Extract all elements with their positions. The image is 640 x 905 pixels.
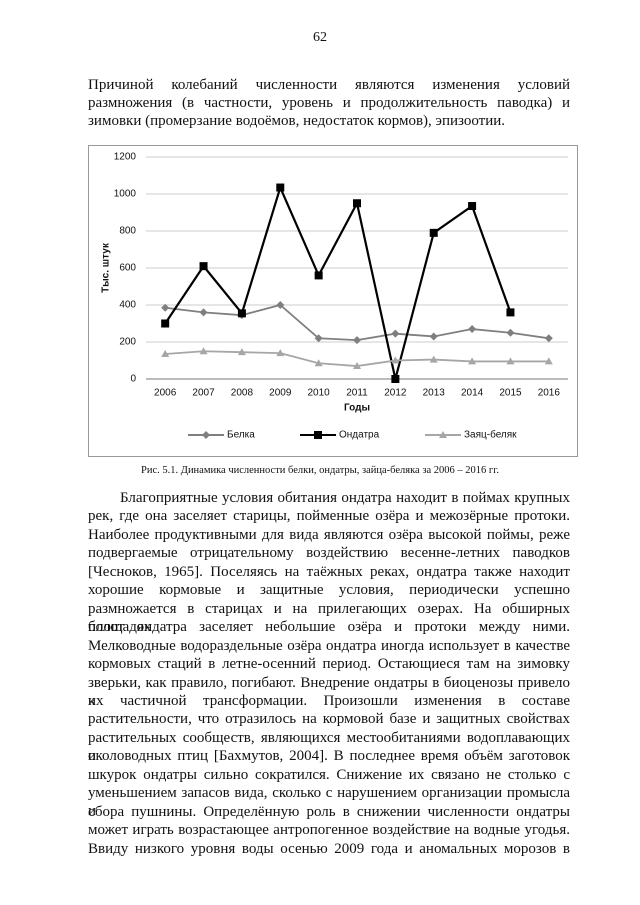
text-line: зимовки (промерзание водоёмов, недостато… <box>88 113 506 130</box>
chart: Тыс. штук Годы 0 200 400 600 800 1000 1200 2006… <box>88 145 578 457</box>
marker <box>199 308 208 317</box>
text-line: Благоприятные условия обитания ондатра н… <box>120 490 570 506</box>
text-line: размножения (в частности, уровень и прод… <box>88 95 570 112</box>
marker <box>506 308 515 317</box>
marker <box>429 332 438 341</box>
text-line: растительности, что отразилось на кормов… <box>88 711 570 728</box>
marker <box>314 431 322 439</box>
text-line: хорошие кормовые и защитные условия, пер… <box>88 582 570 599</box>
x-tick-label: 2014 <box>461 388 484 399</box>
marker <box>544 334 553 343</box>
marker <box>506 357 515 365</box>
y-tick-label: 1200 <box>114 152 137 163</box>
figure-caption: Рис. 5.1. Динамика численности белки, он… <box>141 465 499 476</box>
series-line <box>164 184 512 380</box>
marker <box>276 301 285 309</box>
marker <box>391 375 400 383</box>
marker <box>161 350 170 358</box>
marker <box>314 359 323 367</box>
x-tick-label: 2008 <box>231 388 254 399</box>
series-line <box>165 304 549 342</box>
text-line: шкурок ондатры сильно сократился. Снижен… <box>88 766 570 783</box>
marker <box>202 431 210 439</box>
marker <box>314 334 323 343</box>
text-line: рек, где она заселяет старицы, пойменные… <box>88 508 570 525</box>
marker <box>161 319 170 328</box>
marker <box>468 357 477 365</box>
marker <box>276 183 285 192</box>
text-line: кормовых стаций в летне-осенний период. … <box>88 656 570 673</box>
marker <box>237 348 246 356</box>
text-line: растительных сообществ, являющихся место… <box>88 729 570 764</box>
marker <box>353 199 361 208</box>
marker <box>439 431 447 438</box>
x-tick-label: 2007 <box>192 388 215 399</box>
marker <box>429 355 438 363</box>
marker <box>161 303 170 312</box>
y-tick-label: 400 <box>119 300 136 311</box>
x-tick-label: 2016 <box>538 388 561 399</box>
text-line: подвергаемые отрицательному воздействию … <box>88 545 570 562</box>
text-line: Мелководные водораздельные озёра ондатра… <box>88 637 570 654</box>
marker <box>468 325 477 334</box>
y-axis-title: Тыс. штук <box>101 242 112 293</box>
legend-label: Белка <box>227 430 255 441</box>
marker <box>237 309 246 318</box>
marker <box>353 336 361 345</box>
text-line: Наиболее продуктивными для вида являются… <box>88 526 570 543</box>
text-line: околоводных птиц [Бахмутов, 2004]. В пос… <box>88 748 570 765</box>
text-line: Ввиду низкого уровня воды осенью 2009 го… <box>88 840 570 857</box>
text-line: может играть возрастающее антропогенное … <box>88 822 570 839</box>
y-tick-label: 200 <box>119 337 136 348</box>
marker <box>544 357 553 365</box>
text-line: болот ондатра заселяет небольшие озёра и… <box>88 619 570 636</box>
chart-frame <box>88 145 578 457</box>
marker <box>353 362 361 370</box>
text-line: сбора пушнины. Определённую роль в сниже… <box>88 803 570 820</box>
text-line: уменьшением запасов вида, сколько с нару… <box>88 785 570 820</box>
marker <box>391 356 400 364</box>
y-tick-label: 800 <box>119 226 136 237</box>
text-line: [Чесноков, 1965]. Поселяясь на таёжных р… <box>88 563 570 580</box>
legend-label: Ондатра <box>339 430 380 441</box>
x-tick-label: 2011 <box>346 388 368 399</box>
marker <box>276 349 285 357</box>
marker <box>199 262 208 271</box>
marker <box>314 271 323 280</box>
y-tick-label: 0 <box>130 374 136 385</box>
legend-label: Заяц-беляк <box>464 429 517 441</box>
marker <box>429 228 438 237</box>
text-line: их частичной трансформации. Произошли из… <box>88 692 570 709</box>
text-line: Причиной колебаний численности являются … <box>88 77 570 93</box>
x-tick-label: 2012 <box>384 388 407 399</box>
x-tick-label: 2009 <box>269 388 292 399</box>
y-tick-label: 600 <box>119 263 136 274</box>
marker <box>506 328 515 337</box>
x-tick-label: 2013 <box>423 388 446 399</box>
y-tick-label: 1000 <box>114 189 137 200</box>
marker <box>199 347 208 355</box>
x-tick-label: 2015 <box>499 388 522 399</box>
marker <box>468 202 477 211</box>
x-tick-label: 2006 <box>154 388 177 399</box>
x-tick-label: 2010 <box>308 388 331 399</box>
x-axis-title: Годы <box>344 403 370 414</box>
text-line: размножается в старицах и на прилегающих… <box>88 600 570 635</box>
page-number: 62 <box>313 30 327 45</box>
marker <box>391 329 400 338</box>
text-line: зверьки, как правило, погибают. Внедрени… <box>88 674 570 709</box>
